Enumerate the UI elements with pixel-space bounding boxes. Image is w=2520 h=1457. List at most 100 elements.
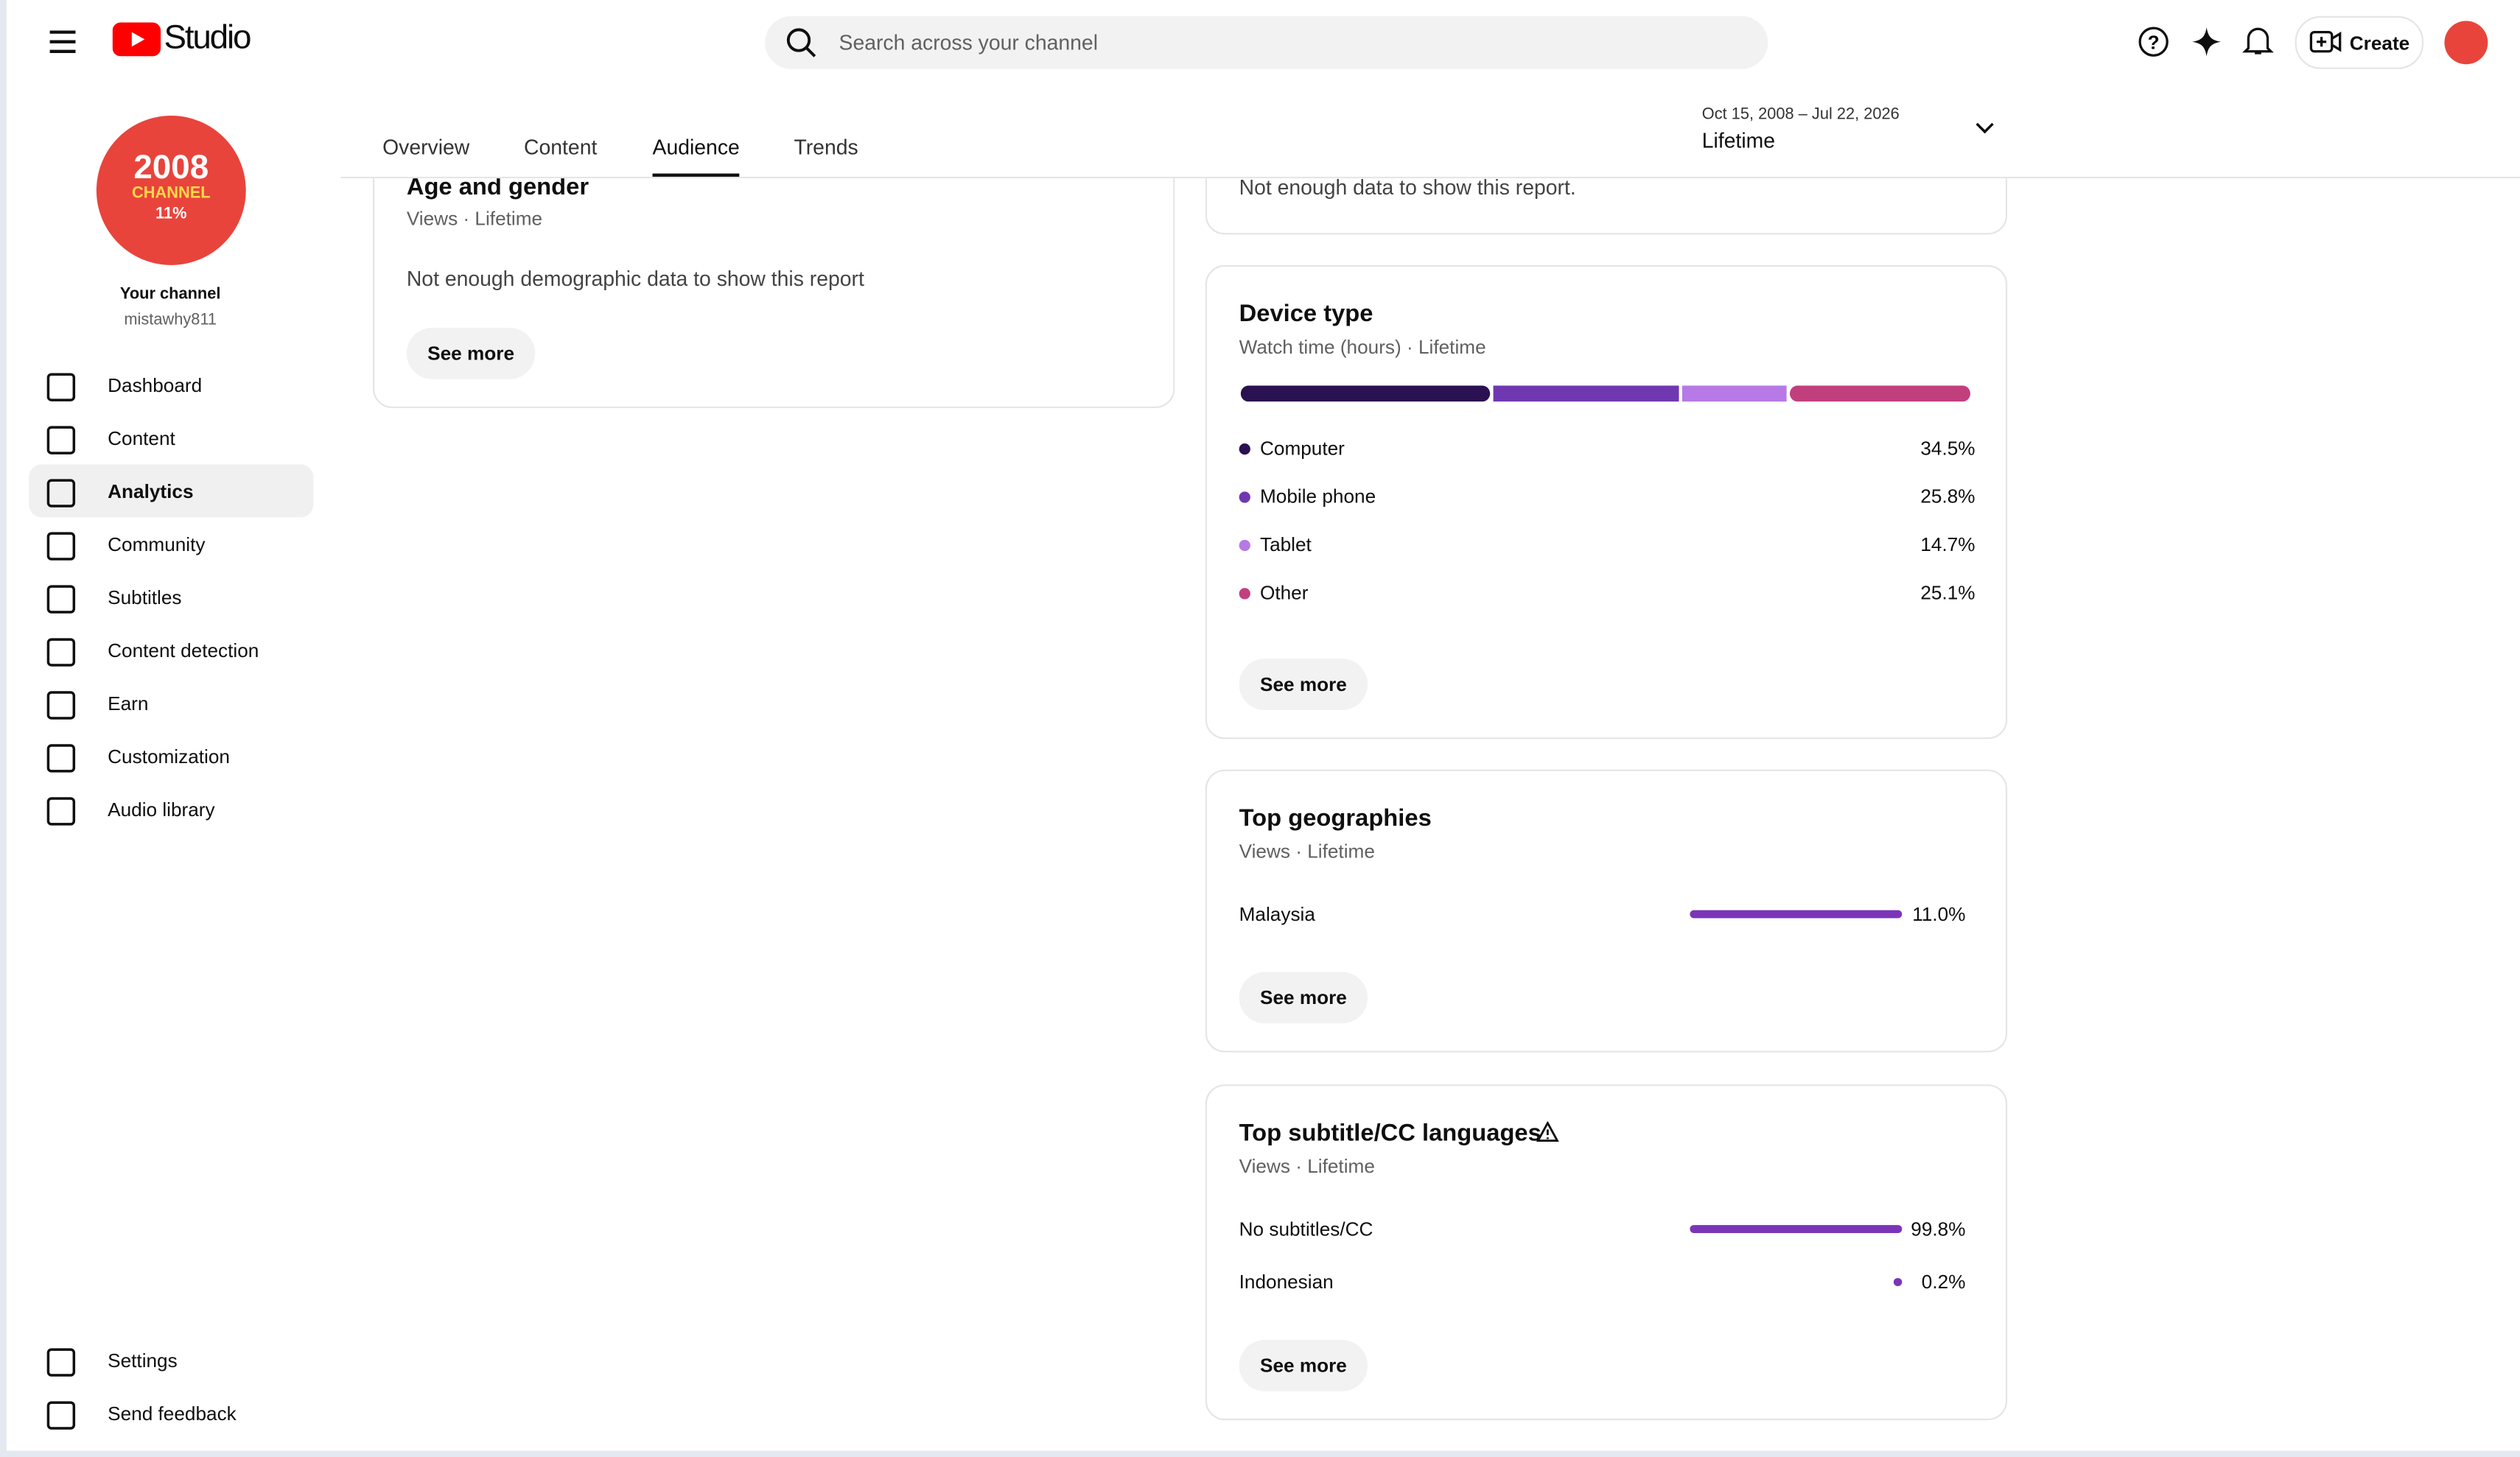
tab[interactable]: Overview [382,135,470,159]
see-more-button[interactable]: See more [1239,972,1368,1024]
nav-icon [46,426,76,454]
legend-label: Computer [1259,437,1345,460]
nav-icon [46,1401,76,1430]
date-dropdown[interactable] [1973,121,1996,137]
row-value: 99.8% [1911,1218,1966,1240]
row-value: 11.0% [1912,902,1966,926]
legend-dot [1239,491,1250,503]
see-more-button[interactable]: See more [1239,1340,1368,1391]
device-bar-segment [1493,385,1679,402]
see-more-button[interactable]: See more [406,327,536,379]
channel-handle: mistawhy811 [124,312,217,330]
nav-icon [46,744,76,773]
card-subtitle: Views · Lifetime [1239,1155,1375,1178]
legend-dot [1239,588,1250,600]
nav-icon-shape [46,1348,76,1377]
nav-item[interactable]: Community [29,517,313,570]
create-icon [2309,30,2342,53]
tab[interactable]: Trends [794,135,858,159]
nav-item[interactable]: Earn [29,676,313,729]
logo-text: Studio [164,19,251,57]
legend-label: Mobile phone [1259,485,1376,508]
device-bar-segment [1790,385,1971,402]
nav-icon-shape [46,426,76,454]
help-icon[interactable]: ? [2138,26,2170,58]
nav-icon-shape [46,744,76,773]
nav-icon [46,1348,76,1377]
tabs-divider [340,176,2520,179]
device-bar [1240,385,1971,402]
legend-value: 14.7% [1920,533,1975,556]
nav-label: Settings [108,1349,178,1372]
date-label: Lifetime [1701,128,1776,153]
search-box[interactable]: Search across your channel [765,15,1768,69]
nav-item[interactable]: Audio library [29,782,313,835]
nav-icon-shape [46,1401,76,1430]
nav-label: Dashboard [108,374,203,397]
row-label: Malaysia [1239,902,1315,926]
row-bar [1690,910,1903,919]
svg-text:?: ? [2148,32,2160,54]
top-geographies-card: Top geographies Views · Lifetime See mor… [1205,769,2008,1053]
tab-underline [652,173,740,177]
card-title: Age and gender [406,173,589,201]
nav-item[interactable]: Settings [29,1333,313,1386]
channel-name: Your channel [119,286,221,304]
card-message: Not enough demographic data to show this… [406,267,864,291]
menu-icon[interactable] [48,27,77,56]
row-value: 0.2% [1921,1271,1966,1293]
create-button[interactable]: Create [2295,15,2424,69]
row-label: Indonesian [1239,1271,1334,1293]
warning-icon[interactable] [1536,1121,1559,1142]
card-message: Not enough data to show this report. [1239,175,1576,200]
legend-label: Other [1259,581,1309,605]
nav-icon [46,691,76,720]
create-label: Create [2349,32,2410,55]
nav-item[interactable]: Analytics [29,464,314,518]
card-title: Top geographies [1239,804,1432,832]
avatar-line: CHANNEL [131,184,211,203]
nav-icon [46,585,76,614]
nav-icon [46,373,76,401]
youtube-logo[interactable] [112,22,161,57]
nav-icon [46,532,76,561]
nav-icon-shape [46,479,76,508]
nav-icon-shape [46,532,76,561]
nav-icon-shape [46,797,76,826]
nav-item[interactable]: Customization [29,729,313,782]
legend-value: 25.1% [1920,581,1975,605]
nav-item[interactable]: Send feedback [29,1386,313,1439]
nav-item[interactable]: Content detection [29,623,313,676]
nav-item[interactable]: Subtitles [29,570,313,623]
search-placeholder: Search across your channel [839,30,1099,55]
legend-dot [1239,539,1250,552]
channel-avatar[interactable]: 2008 CHANNEL 11% [96,116,246,265]
avatar-line: 11% [155,206,187,224]
row-bar [1893,1278,1903,1286]
card-subtitle: Watch time (hours) · Lifetime [1239,335,1486,359]
nav-item[interactable]: Content [29,411,313,464]
tab[interactable]: Content [524,135,598,159]
nav-icon [46,638,76,667]
legend-dot [1239,443,1250,455]
device-bar-segment [1240,385,1491,402]
card-subtitle: Views · Lifetime [1239,840,1375,863]
legend-label: Tablet [1259,533,1312,556]
notifications-icon[interactable] [2242,24,2275,58]
tab[interactable]: Audience [652,135,740,177]
card-title: Device type [1239,300,1373,328]
nav-item[interactable]: Dashboard [29,358,313,411]
sparkle-icon[interactable] [2191,26,2223,58]
legend-value: 34.5% [1920,437,1975,460]
nav-label: Audio library [108,798,215,821]
previous-card: Not enough data to show this report. [1205,175,2008,235]
account-avatar[interactable] [2444,21,2488,65]
nav-label: Earn [108,692,149,715]
see-more-button[interactable]: See more [1239,659,1368,711]
legend-value: 25.8% [1920,485,1975,508]
card-title: Top subtitle/CC languages [1239,1120,1541,1148]
avatar-line: 2008 [133,149,209,187]
